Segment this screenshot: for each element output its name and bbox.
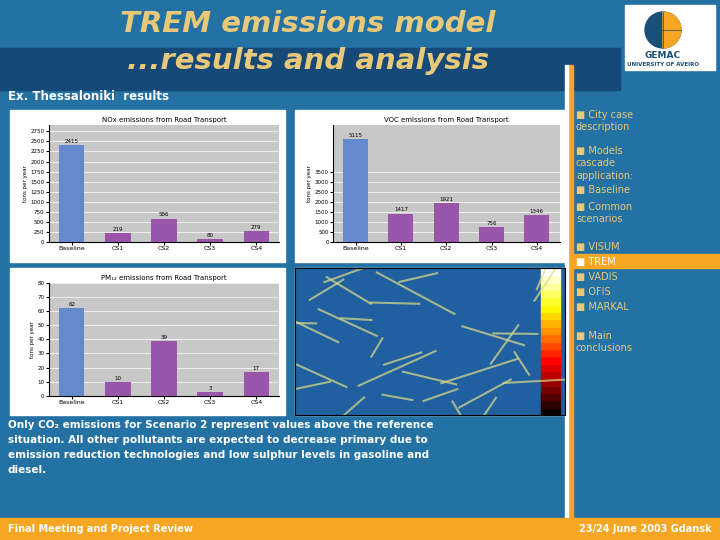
Title: NOx emissions from Road Transport: NOx emissions from Road Transport [102,117,226,124]
Bar [541,275,559,283]
Text: 17: 17 [253,366,260,370]
Bar [541,341,559,349]
Bar [105,233,130,242]
Text: Ex. Thessaloniki  results: Ex. Thessaloniki results [8,90,169,103]
Bar [388,214,413,242]
Bar [541,298,559,305]
Bar [59,145,84,242]
Text: ■ Main
conclusions: ■ Main conclusions [576,331,633,353]
Bar [479,227,504,242]
Text: ■ Common
scenarios: ■ Common scenarios [576,202,632,225]
Bar [541,349,559,356]
Bar [625,5,715,70]
Text: 5115: 5115 [348,133,363,138]
Text: 80: 80 [207,233,214,238]
Y-axis label: tons per year: tons per year [307,165,312,202]
Text: 62: 62 [68,302,75,307]
Bar [343,139,368,242]
Text: ■ City case
description: ■ City case description [576,110,633,132]
Bar [541,400,559,408]
Text: 1921: 1921 [439,197,453,202]
Text: diesel.: diesel. [8,465,47,475]
Bar [197,392,223,396]
Bar [541,371,559,378]
Bar [541,290,559,298]
Text: ■ Baseline: ■ Baseline [576,185,630,195]
Text: TREM emissions model: TREM emissions model [120,10,495,38]
Bar [572,254,720,268]
Text: ■ VADIS: ■ VADIS [576,272,618,282]
Text: 1346: 1346 [530,209,544,214]
Bar [59,308,84,396]
Y-axis label: tons per year: tons per year [30,321,35,357]
Bar [433,204,459,242]
Bar [10,268,285,415]
Text: ■ Models
cascade
application:: ■ Models cascade application: [576,146,634,181]
Text: 1417: 1417 [394,207,408,212]
Text: Final Meeting and Project Review: Final Meeting and Project Review [8,524,193,534]
Text: GEMAC: GEMAC [645,51,681,60]
Bar [568,65,573,518]
Title: PM₁₂ emissions from Road Transport: PM₁₂ emissions from Road Transport [102,275,227,281]
Bar [524,215,549,242]
Text: ...results and analysis: ...results and analysis [127,47,489,75]
Bar [0,518,720,540]
Text: 756: 756 [486,221,497,226]
Bar [541,393,559,400]
Text: emission reduction technologies and low sulphur levels in gasoline and: emission reduction technologies and low … [8,450,429,460]
Bar [295,268,565,415]
Y-axis label: tons per year: tons per year [22,165,27,202]
Text: 10: 10 [114,376,122,381]
Text: UNIVERSITY OF AVEIRO: UNIVERSITY OF AVEIRO [627,62,699,67]
Bar [565,65,568,518]
Bar [541,327,559,334]
Text: 279: 279 [251,225,261,230]
Text: 23/24 June 2003 Gdansk: 23/24 June 2003 Gdansk [580,524,712,534]
Bar [0,48,620,90]
Circle shape [645,12,681,48]
Bar [541,312,559,320]
Bar [541,363,559,371]
Title: VOC emissions from Road Transport: VOC emissions from Road Transport [384,117,508,124]
Bar [541,268,559,275]
Text: 39: 39 [161,335,168,340]
Text: ■ TREM: ■ TREM [576,257,616,267]
Bar [541,320,559,327]
Bar [541,356,559,363]
Text: 219: 219 [112,227,123,232]
Bar [541,305,559,312]
Text: Only CO₂ emissions for Scenario 2 represent values above the reference: Only CO₂ emissions for Scenario 2 repres… [8,420,433,430]
Bar [10,110,285,262]
Text: 586: 586 [158,212,169,218]
Bar [541,408,559,415]
Bar [541,283,559,290]
Text: 3: 3 [208,386,212,390]
Text: ■ MARKAL: ■ MARKAL [576,302,629,312]
Text: 2415: 2415 [65,139,78,144]
Text: ■ VISUM: ■ VISUM [576,242,620,252]
Bar [541,334,559,341]
Bar [105,382,130,396]
Bar [197,239,223,242]
Bar [541,386,559,393]
Bar [243,372,269,396]
Text: ■ OFIS: ■ OFIS [576,287,611,297]
Wedge shape [663,12,681,48]
Bar [151,341,176,396]
Bar [541,378,559,386]
Bar [295,110,565,262]
Text: situation. All other pollutants are expected to decrease primary due to: situation. All other pollutants are expe… [8,435,428,445]
Bar [151,219,176,242]
Bar [243,231,269,242]
